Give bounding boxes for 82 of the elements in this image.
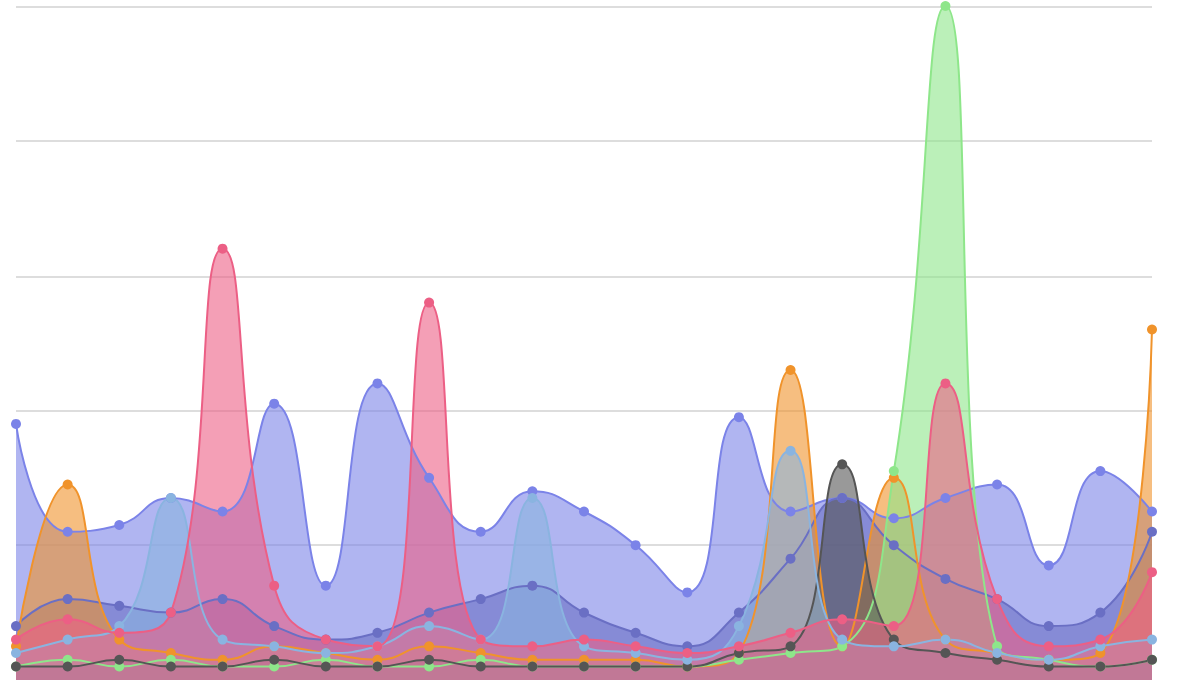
point bbox=[992, 479, 1003, 490]
point bbox=[579, 506, 589, 517]
point bbox=[682, 648, 693, 659]
point bbox=[630, 641, 641, 652]
point bbox=[837, 459, 848, 470]
point bbox=[217, 634, 228, 645]
point bbox=[1095, 466, 1106, 477]
point bbox=[424, 297, 435, 308]
point bbox=[888, 641, 899, 652]
point bbox=[372, 627, 383, 638]
point bbox=[11, 648, 21, 659]
point bbox=[527, 580, 538, 591]
point bbox=[630, 627, 641, 638]
point bbox=[579, 634, 589, 645]
point bbox=[475, 594, 486, 605]
point bbox=[1147, 506, 1157, 517]
point bbox=[888, 513, 899, 524]
point bbox=[940, 573, 951, 584]
point bbox=[1043, 641, 1054, 652]
point bbox=[424, 641, 435, 652]
point bbox=[733, 621, 744, 632]
point bbox=[114, 627, 125, 638]
point bbox=[475, 526, 486, 537]
point bbox=[217, 594, 228, 605]
point bbox=[424, 607, 435, 618]
point bbox=[11, 621, 21, 632]
point bbox=[269, 398, 280, 409]
point bbox=[940, 1, 951, 11]
point bbox=[1095, 607, 1106, 618]
point bbox=[888, 540, 899, 551]
point bbox=[165, 661, 176, 672]
point bbox=[1147, 324, 1157, 335]
point bbox=[1095, 634, 1106, 645]
point bbox=[888, 621, 899, 632]
point bbox=[527, 493, 538, 504]
point bbox=[424, 621, 435, 632]
point bbox=[424, 472, 435, 483]
point bbox=[785, 641, 796, 652]
point bbox=[372, 378, 383, 389]
point bbox=[269, 621, 280, 632]
point bbox=[475, 661, 486, 672]
point bbox=[424, 654, 435, 665]
point bbox=[62, 526, 73, 537]
point bbox=[630, 540, 641, 551]
point bbox=[11, 418, 21, 429]
point bbox=[217, 506, 228, 517]
point bbox=[62, 479, 73, 490]
point bbox=[837, 614, 848, 625]
point bbox=[320, 661, 331, 672]
point bbox=[217, 243, 228, 254]
point bbox=[114, 654, 125, 665]
point bbox=[733, 412, 744, 423]
point bbox=[785, 445, 796, 456]
point bbox=[837, 634, 848, 645]
point bbox=[11, 634, 21, 645]
point bbox=[114, 519, 125, 530]
point bbox=[785, 506, 796, 517]
point bbox=[1147, 526, 1157, 537]
point bbox=[62, 594, 73, 605]
point bbox=[579, 607, 589, 618]
point bbox=[785, 627, 796, 638]
point bbox=[269, 654, 280, 665]
point bbox=[733, 607, 744, 618]
point bbox=[785, 364, 796, 375]
point bbox=[785, 553, 796, 564]
point bbox=[940, 493, 951, 504]
point bbox=[527, 641, 538, 652]
point bbox=[114, 600, 125, 611]
point bbox=[1043, 621, 1054, 632]
point bbox=[62, 661, 73, 672]
point bbox=[940, 648, 951, 659]
point bbox=[1147, 567, 1157, 578]
point bbox=[1043, 560, 1054, 571]
point bbox=[269, 580, 280, 591]
point bbox=[888, 466, 899, 477]
point bbox=[733, 641, 744, 652]
point bbox=[1147, 634, 1157, 645]
point bbox=[62, 634, 73, 645]
point bbox=[320, 580, 331, 591]
point bbox=[940, 378, 951, 389]
point bbox=[682, 587, 693, 598]
point bbox=[62, 614, 73, 625]
